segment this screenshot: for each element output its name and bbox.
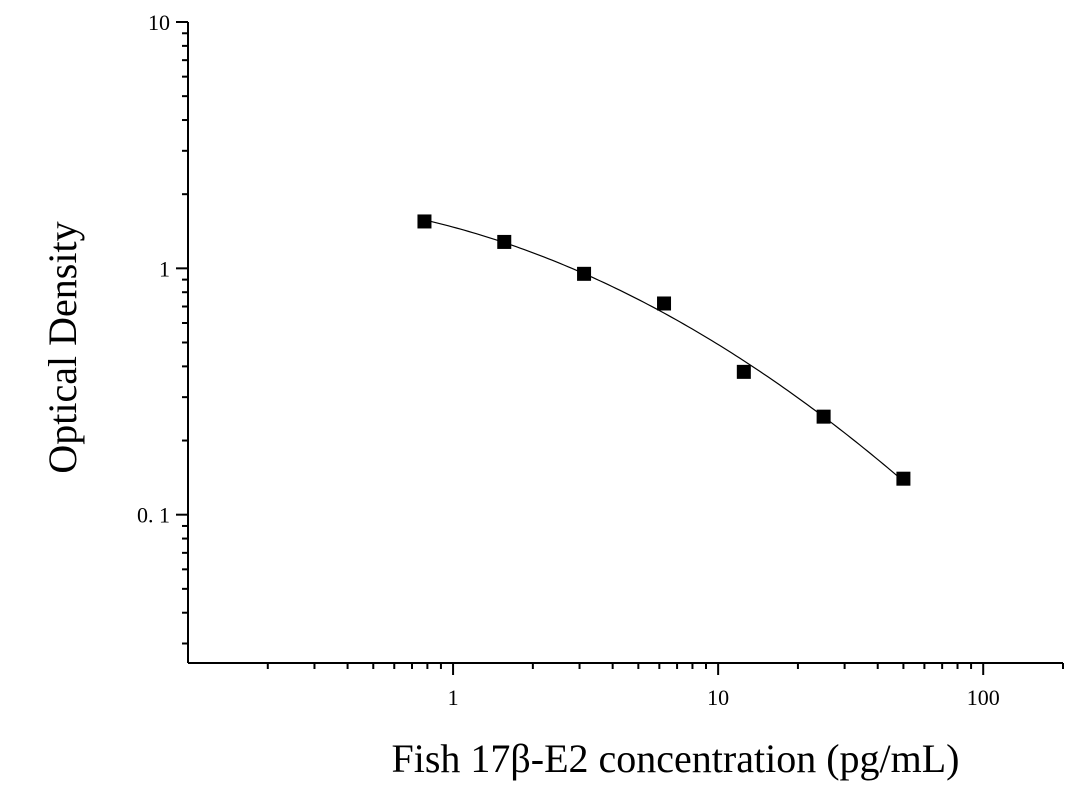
data-point [816, 409, 831, 424]
y-tick-label: 10 [148, 10, 170, 35]
y-axis: 0. 1 1 10 [137, 10, 189, 663]
x-tick-label: 1 [448, 685, 459, 710]
x-axis-title: Fish 17β-E2 concentration (pg/mL) [391, 736, 959, 781]
data-point [417, 214, 432, 229]
x-tick-label: 100 [967, 685, 1000, 710]
y-tick-label: 0. 1 [137, 503, 170, 528]
data-point [736, 364, 751, 379]
data-points-layer [417, 214, 911, 486]
y-axis-title: Optical Density [40, 221, 85, 473]
fit-curve-layer [424, 219, 904, 482]
y-tick-label: 1 [159, 256, 170, 281]
data-point [896, 471, 911, 486]
data-point [497, 234, 512, 249]
data-point [657, 296, 672, 311]
data-point [577, 266, 592, 281]
fit-curve [424, 219, 904, 482]
x-axis: 1 10 100 [188, 662, 1064, 710]
x-tick-label: 10 [707, 685, 729, 710]
